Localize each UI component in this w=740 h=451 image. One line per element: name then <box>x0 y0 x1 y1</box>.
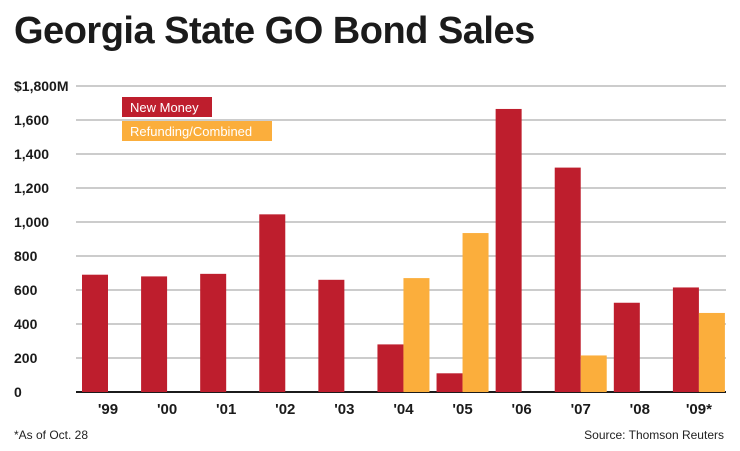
bar-new-money-1 <box>141 276 168 392</box>
y-tick-label: 800 <box>14 248 38 264</box>
x-tick-label: '00 <box>157 401 177 418</box>
bar-new-money-7 <box>495 108 522 392</box>
x-tick-label: '01 <box>216 401 236 418</box>
bars <box>82 108 725 392</box>
chart-title: Georgia State GO Bond Sales <box>14 10 535 52</box>
x-tick-label: '99 <box>98 401 118 418</box>
y-tick-label: 600 <box>14 282 38 298</box>
source-credit: Source: Thomson Reuters <box>584 428 724 442</box>
bar-new-money-8 <box>554 167 581 392</box>
bar-new-money-3 <box>259 214 286 392</box>
legend: New Money Refunding/Combined <box>122 97 272 141</box>
x-tick-label: '09* <box>686 401 712 418</box>
legend-swatch <box>122 97 212 117</box>
x-tick-label: '08 <box>630 401 650 418</box>
y-tick-label: 1,600 <box>14 112 49 128</box>
y-axis-ticks: 0 200 400 600 800 1,000 1,200 1,400 1,600 $1,800M <box>14 78 68 400</box>
bar-refunding-combined-10 <box>698 312 725 392</box>
bar-refunding-combined-8 <box>580 355 607 392</box>
x-axis-ticks: '99 '00 '01 '02 '03 '04 '05 '06 '07 '08 '09* <box>98 401 712 418</box>
bar-new-money-5 <box>377 344 404 392</box>
y-tick-label: 200 <box>14 350 38 366</box>
y-tick-label: $1,800M <box>14 78 68 94</box>
x-tick-label: '02 <box>275 401 295 418</box>
bar-new-money-6 <box>436 373 463 392</box>
bar-new-money-4 <box>318 279 345 392</box>
bar-new-money-2 <box>200 273 227 392</box>
footnote: *As of Oct. 28 <box>14 428 89 442</box>
x-tick-label: '04 <box>393 401 414 418</box>
legend-label: New Money <box>130 100 199 115</box>
y-tick-label: 1,400 <box>14 146 49 162</box>
bar-new-money-9 <box>613 302 640 392</box>
bar-refunding-combined-6 <box>462 233 489 392</box>
y-tick-label: 400 <box>14 316 38 332</box>
bar-refunding-combined-5 <box>403 278 430 392</box>
x-tick-label: '05 <box>452 401 472 418</box>
bar-new-money-0 <box>82 274 108 392</box>
y-tick-label: 1,000 <box>14 214 49 230</box>
bar-new-money-10 <box>672 287 699 392</box>
y-tick-label: 1,200 <box>14 180 49 196</box>
x-tick-label: '06 <box>512 401 532 418</box>
legend-swatch <box>122 121 272 141</box>
x-tick-label: '03 <box>334 401 354 418</box>
legend-label: Refunding/Combined <box>130 124 252 139</box>
x-tick-label: '07 <box>571 401 591 418</box>
y-tick-label: 0 <box>14 384 22 400</box>
